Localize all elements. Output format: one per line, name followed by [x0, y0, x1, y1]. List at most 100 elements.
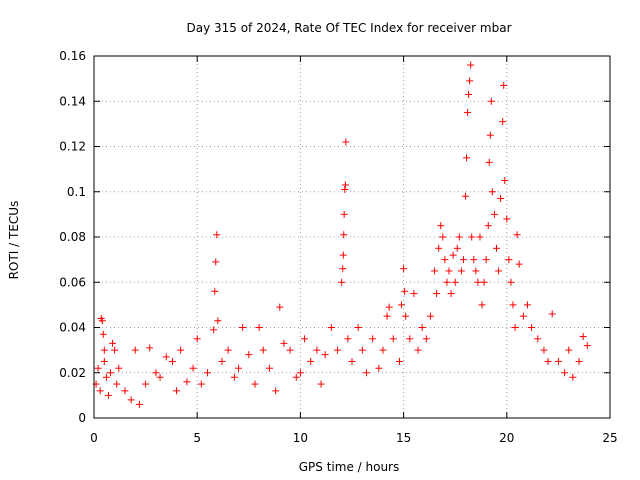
y-tick-label: 0	[78, 411, 86, 425]
data-point	[338, 278, 346, 286]
data-point	[443, 278, 451, 286]
data-point	[245, 351, 253, 359]
data-point	[451, 278, 459, 286]
data-point	[389, 335, 397, 343]
data-point	[480, 278, 488, 286]
grid-lines	[94, 56, 610, 418]
data-point	[230, 373, 238, 381]
data-point	[414, 346, 422, 354]
data-point	[457, 267, 465, 275]
data-point	[410, 290, 418, 298]
data-point	[400, 265, 408, 273]
y-tick-label: 0.02	[59, 366, 86, 380]
data-point	[505, 256, 513, 264]
y-tick-label: 0.04	[59, 321, 86, 335]
data-point	[100, 357, 108, 365]
data-point	[162, 353, 170, 361]
data-point	[406, 335, 414, 343]
data-point	[486, 131, 494, 139]
data-point	[437, 222, 445, 230]
data-point	[540, 346, 548, 354]
data-point	[255, 324, 263, 331]
data-point	[579, 333, 587, 341]
data-point	[426, 312, 434, 320]
data-point	[173, 387, 181, 395]
data-point	[528, 324, 536, 331]
data-point	[503, 215, 511, 223]
data-point	[513, 231, 521, 239]
data-point	[127, 396, 135, 404]
data-point	[348, 357, 356, 365]
data-point	[449, 251, 457, 259]
data-point	[362, 369, 370, 377]
y-tick-label: 0.16	[59, 49, 86, 63]
x-tick-label: 10	[293, 431, 308, 445]
data-point	[212, 258, 220, 266]
data-point	[239, 324, 247, 331]
data-point	[99, 330, 107, 338]
data-point	[204, 369, 212, 377]
data-point	[113, 380, 121, 388]
data-point	[561, 369, 569, 377]
data-point	[152, 369, 160, 377]
data-point	[100, 346, 108, 354]
data-point	[339, 251, 347, 259]
data-point	[109, 339, 117, 347]
data-point	[96, 387, 104, 395]
data-point	[515, 260, 523, 268]
data-point	[509, 301, 517, 309]
data-point	[401, 287, 409, 295]
data-point	[213, 231, 221, 239]
data-point	[98, 317, 106, 325]
x-tick-label: 20	[499, 431, 514, 445]
data-point	[341, 181, 349, 189]
data-point	[292, 373, 300, 381]
data-point	[478, 301, 486, 309]
data-point	[433, 290, 441, 298]
data-point	[189, 364, 197, 372]
data-point	[334, 346, 342, 354]
data-point	[544, 357, 552, 365]
data-point	[383, 312, 391, 320]
data-point	[183, 378, 191, 386]
x-tick-label: 0	[90, 431, 98, 445]
data-point	[354, 324, 362, 331]
data-point	[146, 344, 154, 352]
data-point	[569, 373, 577, 381]
data-point	[307, 357, 315, 365]
data-point	[142, 380, 150, 388]
data-point	[107, 369, 115, 377]
data-point	[296, 369, 304, 377]
data-point	[385, 303, 393, 311]
data-point	[327, 324, 335, 331]
data-point	[441, 256, 449, 264]
data-point	[474, 278, 482, 286]
data-point	[358, 346, 366, 354]
data-point	[464, 109, 472, 117]
x-tick-label: 5	[193, 431, 201, 445]
data-point	[501, 176, 509, 184]
data-point	[301, 335, 309, 343]
data-point	[445, 267, 453, 275]
data-point	[135, 400, 143, 408]
data-point	[214, 317, 222, 325]
data-point	[259, 346, 267, 354]
data-point	[470, 256, 478, 264]
y-tick-label: 0.12	[59, 140, 86, 154]
data-point	[435, 244, 443, 252]
data-point	[111, 346, 119, 354]
data-point	[286, 346, 294, 354]
data-point	[472, 267, 480, 275]
data-point	[497, 195, 505, 203]
data-point	[484, 222, 492, 230]
data-point	[341, 185, 349, 193]
data-point	[575, 357, 583, 365]
data-point	[104, 391, 112, 399]
data-point	[375, 364, 383, 372]
x-axis-label: GPS time / hours	[299, 460, 400, 474]
data-point	[177, 346, 185, 354]
data-point	[251, 380, 259, 388]
chart-title: Day 315 of 2024, Rate Of TEC Index for r…	[186, 21, 511, 35]
data-point	[197, 380, 205, 388]
